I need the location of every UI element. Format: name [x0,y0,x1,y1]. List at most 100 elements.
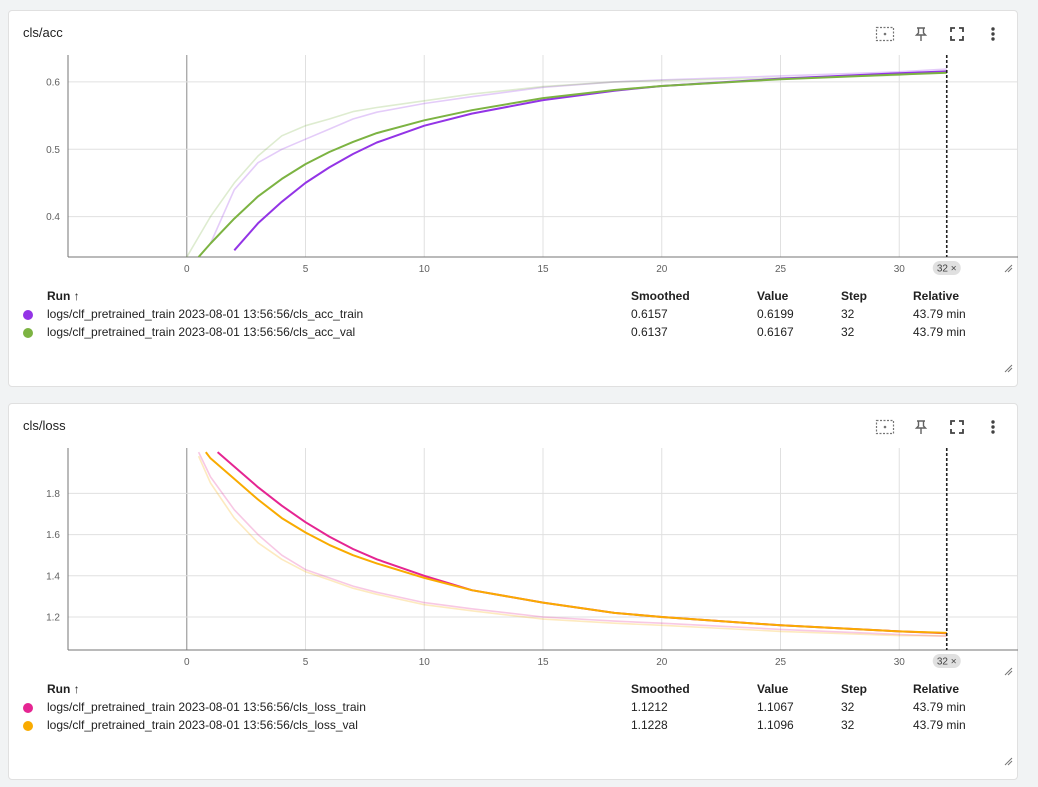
y-tick-label: 0.6 [46,77,60,88]
pin-icon[interactable] [903,416,939,438]
step-badge-label: 32 × [937,657,957,668]
x-tick-label: 20 [656,264,668,275]
x-tick-label: 20 [656,657,668,668]
runs-table-header: Run ↑ Smoothed Value Step Relative [23,680,1013,698]
column-header-value[interactable]: Value [757,289,789,303]
line-chart-cls-loss[interactable]: 0 5 10 15 20 25 30 1.2 1.4 1.6 1.8 32 × [9,440,1019,710]
column-header-value[interactable]: Value [757,682,789,696]
series-line-cls_acc_train-smoothed [233,70,947,251]
run-color-dot-icon [23,309,33,320]
card-toolbar [867,416,1011,438]
x-tick-label: 10 [419,264,431,275]
column-header-relative[interactable]: Relative [913,682,960,696]
y-tick-label: 1.6 [46,530,60,541]
runs-table-header: Run ↑ Smoothed Value Step Relative [23,287,1013,305]
card-title: cls/acc [23,25,63,40]
smoothed-value: 1.1212 [631,700,668,714]
step-badge: 32 × [932,261,961,275]
run-color-dot-icon [23,327,33,338]
series-line-cls_acc_train-raw [209,68,947,244]
x-tick-label: 30 [894,264,906,275]
table-row: logs/clf_pretrained_train 2023-08-01 13:… [23,323,1013,341]
column-header-run[interactable]: Run ↑ [47,289,80,303]
column-header-smoothed[interactable]: Smoothed [631,682,690,696]
y-tick-label: 1.8 [46,489,60,500]
table-row: logs/clf_pretrained_train 2023-08-01 13:… [23,698,1013,716]
card-title: cls/loss [23,418,66,433]
x-tick-label: 15 [537,657,549,668]
x-tick-label: 0 [184,264,190,275]
x-tick-label: 25 [775,264,787,275]
more-vert-icon[interactable] [975,23,1011,45]
run-name: logs/clf_pretrained_train 2023-08-01 13:… [47,718,358,732]
y-tick-label: 1.2 [46,613,60,624]
raw-value: 1.1096 [757,718,794,732]
step-value: 32 [841,718,855,732]
step-badge-label: 32 × [937,264,957,275]
series-line-cls_loss_val-smoothed [205,451,947,634]
smoothed-value: 1.1228 [631,718,668,732]
relative-time: 43.79 min [913,700,966,714]
raw-value: 0.6167 [757,325,794,339]
step-value: 32 [841,700,855,714]
x-tick-label: 30 [894,657,906,668]
raw-value: 1.1067 [757,700,794,714]
sort-arrow-icon: ↑ [73,682,80,696]
relative-time: 43.79 min [913,718,966,732]
resize-handle-icon[interactable] [1003,666,1013,676]
resize-handle-icon[interactable] [1003,363,1013,373]
series-group [197,451,947,638]
run-color-dot-icon [23,702,33,713]
table-row: logs/clf_pretrained_train 2023-08-01 13:… [23,305,1013,323]
step-badge-background [932,261,961,275]
fullscreen-icon[interactable] [939,23,975,45]
series-line-cls_acc_val-raw [186,69,947,257]
relative-time: 43.79 min [913,325,966,339]
resize-handle-icon[interactable] [1003,263,1013,273]
column-header-step[interactable]: Step [841,682,868,696]
table-row: logs/clf_pretrained_train 2023-08-01 13:… [23,716,1013,734]
raw-value: 0.6199 [757,307,794,321]
data-selection-icon[interactable] [867,416,903,438]
y-tick-label: 0.4 [46,212,60,223]
x-tick-label: 25 [775,657,787,668]
column-header-step[interactable]: Step [841,289,868,303]
x-tick-label: 10 [419,657,431,668]
smoothed-value: 0.6137 [631,325,668,339]
step-badge-background [932,654,961,668]
fullscreen-icon[interactable] [939,416,975,438]
run-name: logs/clf_pretrained_train 2023-08-01 13:… [47,700,366,714]
series-line-cls_acc_val-smoothed [197,71,947,257]
step-value: 32 [841,307,855,321]
card-toolbar [867,23,1011,45]
run-color-dot-icon [23,720,33,731]
runs-table: Run ↑ Smoothed Value Step Relative logs/… [23,287,1013,341]
sort-arrow-icon: ↑ [73,289,80,303]
x-tick-label: 5 [303,264,309,275]
y-tick-label: 0.5 [46,145,60,156]
column-header-run[interactable]: Run ↑ [47,682,80,696]
x-tick-label: 0 [184,657,190,668]
chart-card-cls-loss: cls/loss 0 5 10 15 20 25 30 1.2 1.4 1.6 1.8 32 × Ru… [8,403,1018,780]
series-line-cls_loss_val-raw [197,455,947,637]
pin-icon[interactable] [903,23,939,45]
run-name: logs/clf_pretrained_train 2023-08-01 13:… [47,307,364,321]
step-value: 32 [841,325,855,339]
resize-handle-icon[interactable] [1003,756,1013,766]
y-tick-label: 1.4 [46,571,60,582]
smoothed-value: 0.6157 [631,307,668,321]
chart-card-cls-acc: cls/acc 0 5 10 15 20 25 30 0.4 0.5 0.6 32 × Run ↑ … [8,10,1018,387]
x-tick-label: 5 [303,657,309,668]
series-group [186,68,947,257]
series-line-cls_loss_train-raw [197,451,947,638]
data-selection-icon[interactable] [867,23,903,45]
run-name: logs/clf_pretrained_train 2023-08-01 13:… [47,325,356,339]
column-header-relative[interactable]: Relative [913,289,960,303]
relative-time: 43.79 min [913,307,966,321]
column-header-smoothed[interactable]: Smoothed [631,289,690,303]
step-badge: 32 × [932,654,961,668]
x-tick-label: 15 [537,264,549,275]
more-vert-icon[interactable] [975,416,1011,438]
line-chart-cls-acc[interactable]: 0 5 10 15 20 25 30 0.4 0.5 0.6 32 × [9,47,1019,317]
runs-table: Run ↑ Smoothed Value Step Relative logs/… [23,680,1013,734]
